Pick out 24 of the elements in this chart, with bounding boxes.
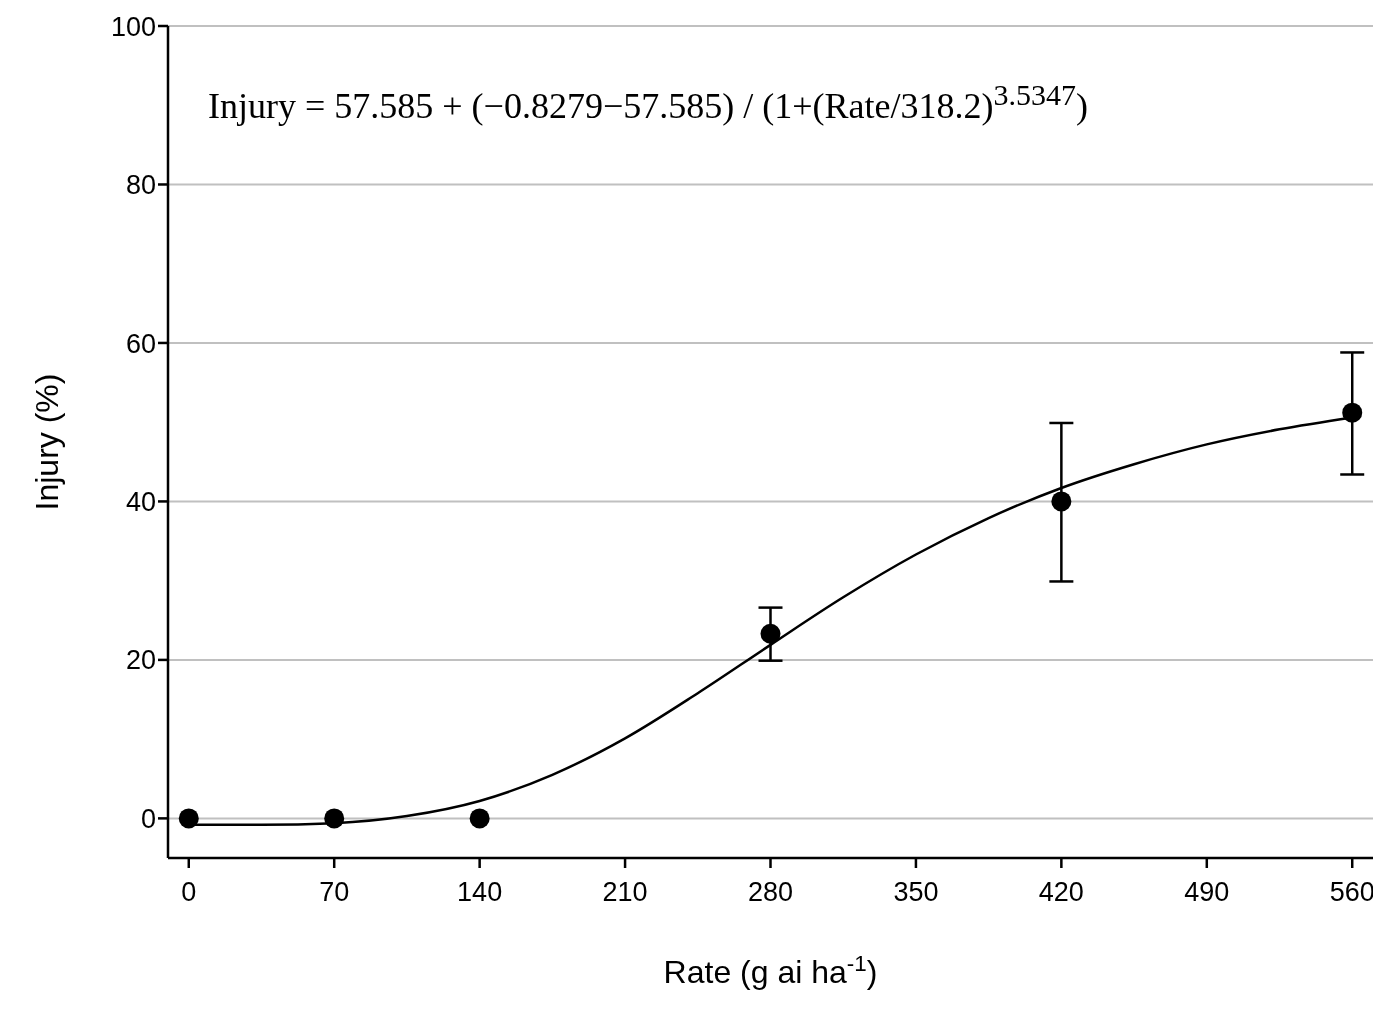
y-tick-label: 60 (125, 328, 156, 359)
point (178, 808, 199, 829)
point (1051, 491, 1072, 512)
x-tick-label: 70 (319, 877, 350, 908)
y-tick-label: 0 (140, 803, 156, 834)
point (760, 623, 781, 644)
x-tick-label: 0 (181, 877, 197, 908)
x-tick-label: 560 (1329, 877, 1375, 908)
x-axis-title: Rate (g ai ha$^{-1}$) (663, 950, 878, 990)
y-tick-label: 20 (125, 645, 156, 676)
x-tick-label: 280 (747, 877, 794, 908)
annotation: Injury = 57.585 + (−0.8279−57.585) / (1+(Rate/318.2)$^{3.5347}$) (208, 78, 1088, 127)
point (1342, 402, 1363, 423)
x-tick-label: 210 (602, 877, 648, 908)
x-tick-label: 490 (1184, 877, 1230, 908)
point (469, 808, 490, 829)
y-tick-label: 100 (110, 11, 156, 42)
y-tick-label: 80 (125, 170, 156, 201)
x-tick-label: 420 (1038, 877, 1084, 908)
y-axis-title: Injury (%) (29, 373, 65, 511)
x-tick-label: 350 (893, 877, 939, 908)
x-tick-label: 140 (457, 877, 503, 908)
y-tick-label: 40 (125, 487, 156, 518)
point (324, 808, 345, 829)
